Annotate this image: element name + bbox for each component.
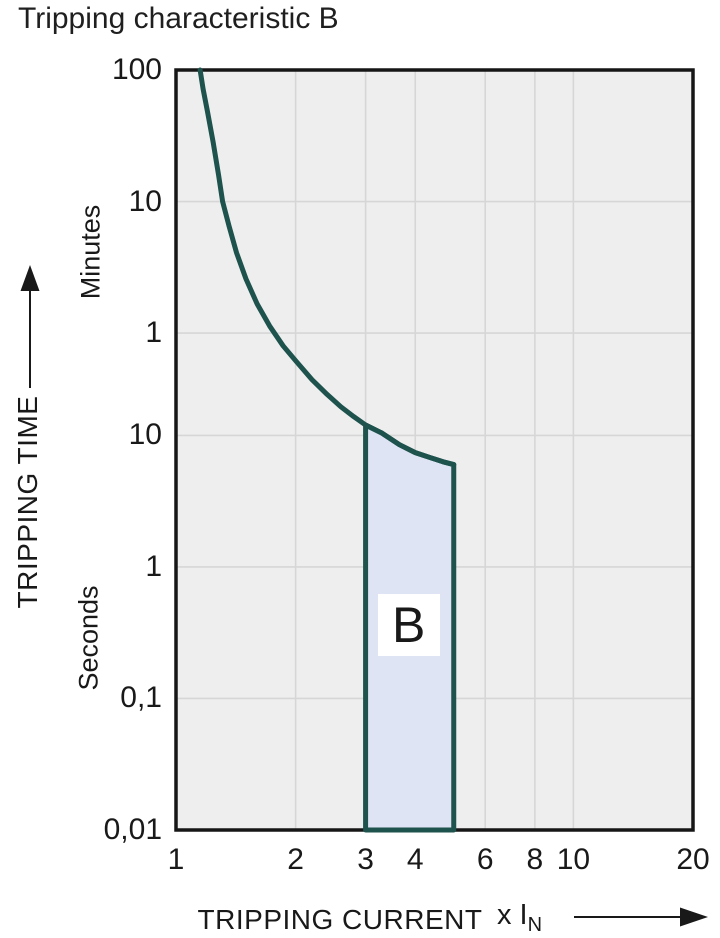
x-axis-title: TRIPPING CURRENT (197, 904, 483, 935)
y-tick-label: 0,1 (120, 681, 162, 715)
y-tick-label: 100 (111, 53, 162, 86)
y-tick-label: 1 (145, 316, 162, 350)
x-tick-label: 20 (676, 843, 710, 876)
x-axis-direction-arrow-icon (574, 907, 708, 927)
x-tick-label: 4 (406, 843, 424, 876)
y-tick-label: 10 (128, 418, 162, 452)
y-axis-direction-arrow-icon (20, 265, 40, 388)
y-axis-unit-minutes: Minutes (75, 204, 106, 300)
tripping-curve (197, 67, 457, 468)
x-tick-label: 8 (526, 843, 544, 876)
x-tick-label: 10 (556, 843, 591, 876)
y-tick-label: 0,01 (103, 813, 162, 846)
x-tick-label: 6 (476, 843, 494, 876)
x-tick-label: 1 (167, 843, 185, 876)
y-axis-unit-seconds: Seconds (73, 585, 104, 691)
x-axis-unit-subscript: N (527, 913, 543, 936)
region-b-label: B (377, 594, 440, 657)
page-title: Tripping characteristic B (18, 2, 339, 35)
y-tick-label: 10 (128, 184, 162, 218)
y-axis-title: TRIPPING TIME (12, 395, 43, 609)
x-tick-label: 2 (287, 843, 304, 876)
x-axis-unit: x IN (497, 899, 542, 937)
x-axis-unit-prefix: x I (497, 899, 528, 931)
x-tick-label: 3 (357, 843, 374, 876)
y-tick-label: 1 (145, 549, 162, 583)
